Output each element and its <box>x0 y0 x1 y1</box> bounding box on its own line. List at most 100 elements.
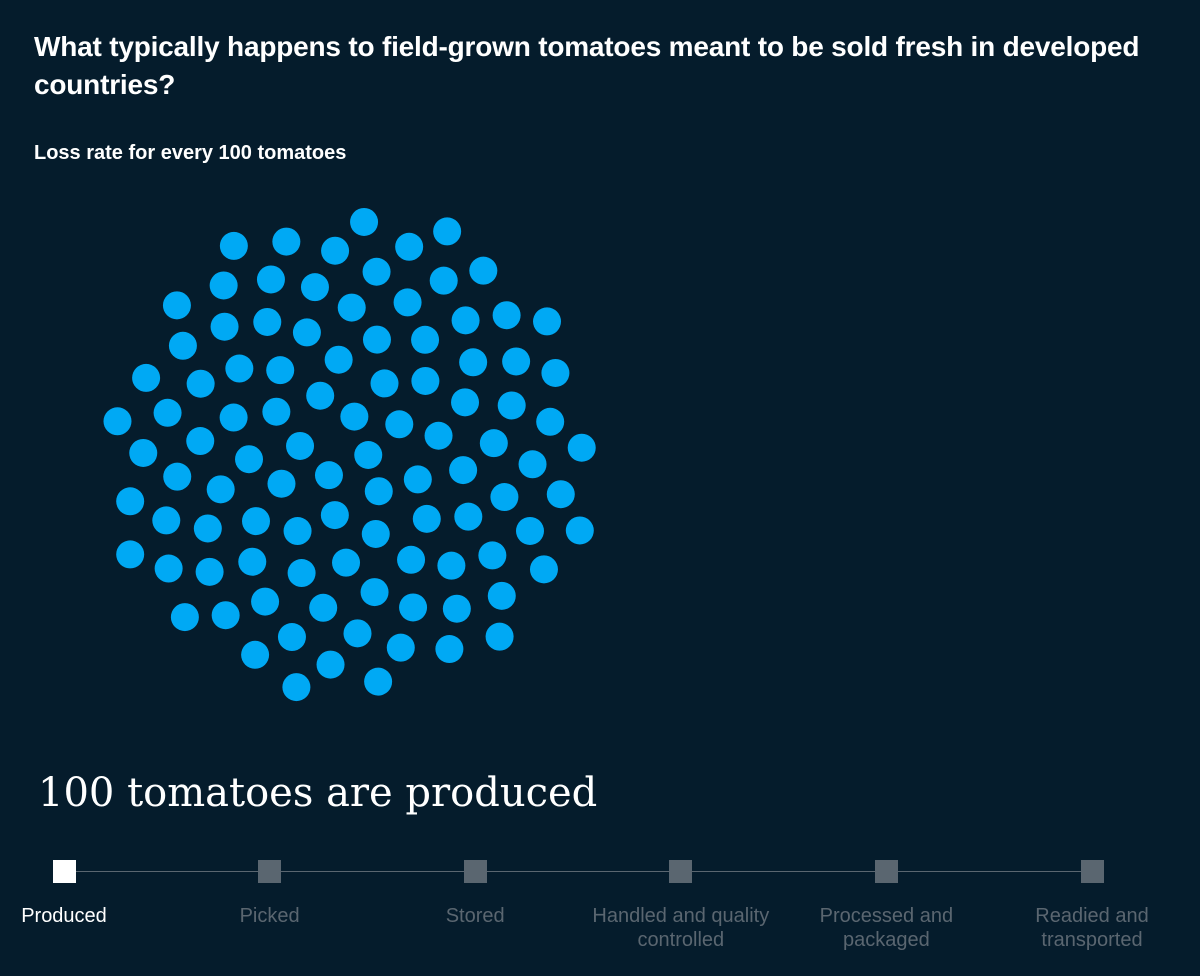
tomato-dot <box>251 587 280 616</box>
stage-step-5[interactable]: Processed and packaged <box>786 860 986 952</box>
tomato-dot <box>565 516 594 545</box>
stage-step-4[interactable]: Handled and quality controlled <box>581 860 781 952</box>
stage-label: Picked <box>239 905 300 927</box>
tomato-dot <box>393 288 422 317</box>
tomato-dot <box>397 545 426 574</box>
tomato-dot <box>316 650 345 679</box>
tomato-dot <box>253 307 282 336</box>
tomato-dot <box>332 548 361 577</box>
tomato-dot <box>433 217 462 246</box>
tomato-dot <box>283 517 312 546</box>
tomato-dot <box>362 325 391 354</box>
chart-subtitle: Loss rate for every 100 tomatoes <box>34 142 347 164</box>
stage-marker[interactable] <box>669 860 693 883</box>
tomato-dot <box>364 667 393 696</box>
stage-step-1[interactable]: Produced <box>0 860 164 928</box>
tomato-dot <box>116 487 145 516</box>
tomato-dot <box>502 347 531 376</box>
tomato-dot <box>412 504 441 533</box>
tomato-dot <box>469 256 498 285</box>
tomato-dot <box>206 475 235 504</box>
tomato-dot <box>163 462 192 491</box>
tomato-dot <box>219 231 248 260</box>
tomato-dot <box>541 358 570 387</box>
tomato-dot <box>238 547 267 576</box>
tomato-dot <box>385 410 414 439</box>
tomato-dot <box>485 622 514 651</box>
tomato-dot <box>320 501 349 530</box>
tomato-dot <box>429 266 458 295</box>
tomato-dot <box>309 593 338 622</box>
stage-step-3[interactable]: Stored <box>375 860 575 928</box>
tomato-dot <box>370 369 399 398</box>
tomato-dot <box>362 257 391 286</box>
tomato-dot <box>300 273 329 302</box>
tomato-dot <box>459 348 488 377</box>
stage-step-6[interactable]: Readied and transported <box>992 860 1192 952</box>
stage-step-2[interactable]: Picked <box>170 860 370 928</box>
tomato-dot <box>411 325 440 354</box>
tomato-dot <box>451 388 480 417</box>
tomato-dot <box>129 438 158 467</box>
tomato-dot <box>454 502 483 531</box>
tomato-dot <box>256 265 285 294</box>
tomato-dot <box>282 673 311 702</box>
stage-label: Processed and packaged <box>819 905 954 951</box>
tomato-dot <box>399 593 428 622</box>
tomato-dot <box>241 507 270 536</box>
tomato-dot <box>361 519 390 548</box>
tomato-dot <box>487 581 516 610</box>
tomato-dot <box>442 594 471 623</box>
tomato-dot <box>360 578 389 607</box>
tomato-dot <box>210 312 239 341</box>
tomato-dot <box>193 514 222 543</box>
stage-caption: 100 tomatoes are produced <box>38 770 598 816</box>
tomato-dot <box>478 541 507 570</box>
tomato-dot <box>262 397 291 426</box>
tomato-dot <box>209 271 238 300</box>
tomato-dot <box>266 356 295 385</box>
tomato-dot <box>154 554 183 583</box>
tomato-dot <box>518 450 547 479</box>
tomato-dot <box>241 640 270 669</box>
tomato-dot <box>437 551 466 580</box>
tomato-dot <box>451 306 480 335</box>
tomato-dot <box>449 456 478 485</box>
tomato-dot <box>340 402 369 431</box>
stage-marker[interactable] <box>1080 860 1104 883</box>
stage-marker[interactable] <box>463 860 487 883</box>
tomato-dot <box>162 291 191 320</box>
tomato-dot <box>529 555 558 584</box>
tomato-dot <box>195 557 224 586</box>
tomato-dot <box>350 207 379 236</box>
tomato-dot <box>116 540 145 569</box>
tomato-dot <box>152 506 181 535</box>
stage-marker[interactable] <box>874 860 898 883</box>
tomato-dot <box>186 369 215 398</box>
tomato-dot <box>168 331 197 360</box>
tomato-dot <box>546 480 575 509</box>
tomato-dot-cluster <box>103 207 596 702</box>
tomato-dot <box>286 431 315 460</box>
tomato-dot <box>153 398 182 427</box>
tomato-dot <box>490 483 519 512</box>
tomato-dot <box>424 421 453 450</box>
tomato-dot <box>235 445 264 474</box>
tomato-dot <box>403 465 432 494</box>
tomato-dot <box>306 381 335 410</box>
stage-marker[interactable] <box>258 860 282 883</box>
tomato-dot <box>292 318 321 347</box>
tomato-dot <box>536 407 565 436</box>
stage-label: Stored <box>445 905 505 927</box>
tomato-dot <box>492 301 521 330</box>
tomato-dot <box>272 227 301 256</box>
tomato-dot <box>277 623 306 652</box>
tomato-dot <box>321 236 350 265</box>
tomato-dot <box>386 633 415 662</box>
tomato-dot <box>132 363 161 392</box>
tomato-dot <box>354 441 383 469</box>
tomato-dot <box>479 429 508 458</box>
stage-marker[interactable] <box>52 860 76 883</box>
tomato-dot <box>337 293 366 322</box>
tomato-dot <box>497 391 526 420</box>
